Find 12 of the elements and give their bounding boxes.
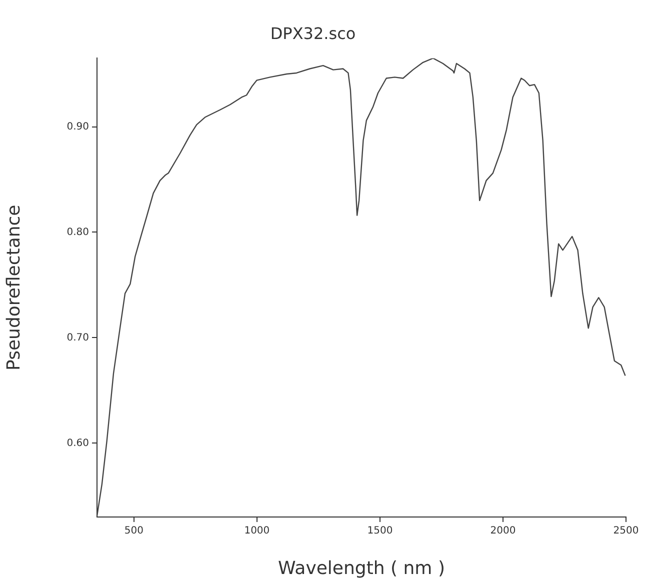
y-tick-label: 0.60 [66, 438, 89, 449]
x-tick-label: 500 [124, 526, 144, 537]
x-tick-label: 2500 [613, 526, 639, 537]
y-axis-title: Pseudoreflectance [3, 204, 24, 370]
chart-title: DPX32.sco [270, 24, 356, 43]
x-axis-title: Wavelength ( nm ) [278, 558, 445, 579]
x-tick-label: 1000 [244, 526, 270, 537]
y-tick-label: 0.90 [66, 121, 89, 132]
x-tick-label: 2000 [490, 526, 516, 537]
y-tick-label: 0.80 [66, 226, 89, 238]
y-tick-label: 0.70 [66, 332, 89, 344]
x-tick-label: 1500 [367, 526, 393, 537]
